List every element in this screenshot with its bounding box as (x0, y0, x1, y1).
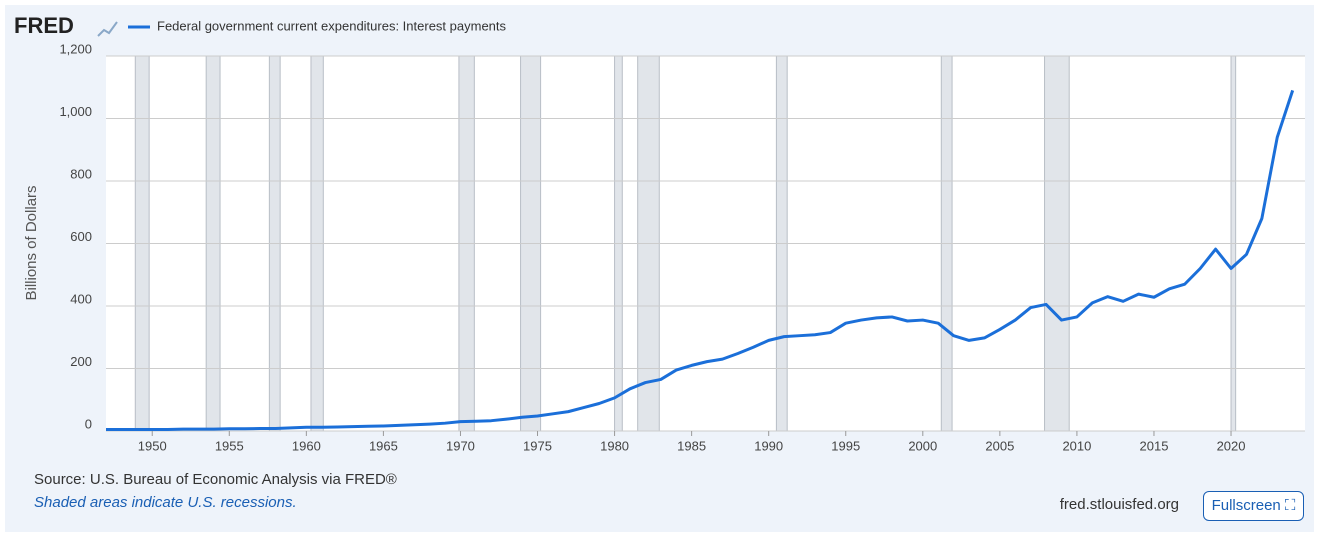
x-tick-label: 2015 (1140, 438, 1169, 453)
x-tick-label: 2000 (908, 438, 937, 453)
legend-label: Federal government current expenditures:… (157, 18, 507, 33)
x-tick-label: 1965 (369, 438, 398, 453)
y-tick-label: 400 (70, 291, 92, 306)
x-tick-label: 1995 (831, 438, 860, 453)
data-line (106, 89, 1295, 431)
source: Source: U.S. Bureau of Economic Analysis… (34, 471, 397, 488)
x-tick-label: 1990 (754, 438, 783, 453)
y-tick-label: 800 (70, 166, 92, 181)
site: fred.stlouisfed.org (1060, 496, 1179, 513)
x-tick-label: 1955 (215, 438, 244, 453)
x-tick-label: 1975 (523, 438, 552, 453)
x-tick-label: 1980 (600, 438, 629, 453)
fullscreen-label[interactable]: Fullscreen (1211, 497, 1281, 514)
y-tick-label: 200 (70, 354, 92, 369)
x-tick-label: 1970 (446, 438, 475, 453)
y-tick-label: 600 (70, 229, 92, 244)
logo: FRED (14, 13, 74, 38)
x-tick-label: 1960 (292, 438, 321, 453)
note: Shaded areas indicate U.S. recessions. (34, 494, 297, 511)
logo-icon (97, 21, 118, 37)
x-tick-label: 2010 (1062, 438, 1091, 453)
x-tick-label: 2005 (985, 438, 1014, 453)
y-tick-label: 1,200 (59, 41, 92, 56)
x-tick-label: 1985 (677, 438, 706, 453)
y-axis-label: Billions of Dollars (23, 185, 40, 300)
x-tick-label: 2020 (1217, 438, 1246, 453)
y-tick-label: 0 (85, 416, 92, 431)
x-tick-label: 1950 (138, 438, 167, 453)
y-tick-label: 1,000 (59, 104, 92, 119)
fullscreen-button[interactable]: Fullscreen ⛶ (1203, 491, 1304, 521)
